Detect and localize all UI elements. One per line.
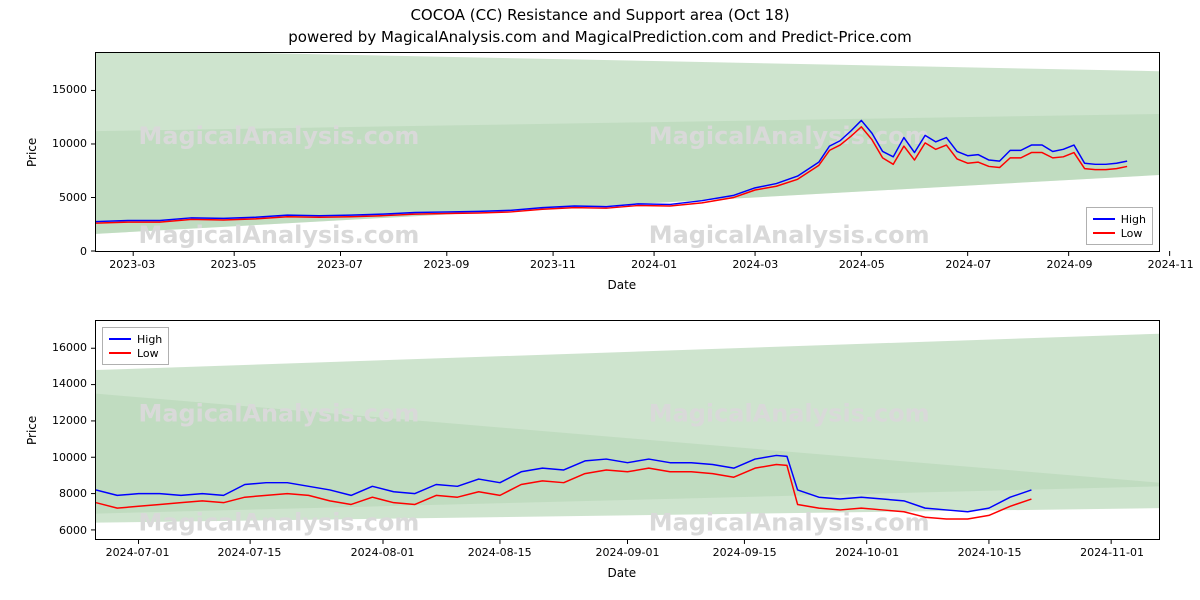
legend-high-row: High	[109, 332, 162, 346]
x-tick-label: 2024-11	[1136, 258, 1200, 271]
x-tick-label: 2023-07	[305, 258, 375, 271]
y-tick-label: 0	[35, 245, 87, 258]
chart-subtitle: powered by MagicalAnalysis.com and Magic…	[0, 28, 1200, 46]
y-tick-label: 5000	[35, 191, 87, 204]
y-tick-label: 8000	[35, 487, 87, 500]
watermark-text: MagicalAnalysis.com	[649, 508, 930, 536]
top-chart-panel: MagicalAnalysis.com MagicalAnalysis.com Ma…	[95, 52, 1160, 252]
x-tick-label: 2023-03	[97, 258, 167, 271]
top-x-axis-label: Date	[608, 278, 637, 292]
y-tick-label: 10000	[35, 451, 87, 464]
x-tick-label: 2024-07-01	[103, 546, 173, 559]
watermark-text: MagicalAnalysis.com	[139, 221, 420, 249]
chart-title: COCOA (CC) Resistance and Support area (…	[0, 6, 1200, 24]
watermark-text: MagicalAnalysis.com	[139, 508, 420, 536]
bottom-chart-panel: MagicalAnalysis.com MagicalAnalysis.com Ma…	[95, 320, 1160, 540]
y-tick-label: 12000	[35, 414, 87, 427]
x-tick-label: 2023-11	[518, 258, 588, 271]
x-tick-label: 2024-11-01	[1077, 546, 1147, 559]
x-tick-label: 2024-08-01	[348, 546, 418, 559]
legend-low-line	[109, 352, 131, 354]
watermark-text: MagicalAnalysis.com	[139, 122, 420, 150]
x-tick-label: 2024-03	[720, 258, 790, 271]
x-tick-label: 2024-10-15	[955, 546, 1025, 559]
legend-low-line	[1093, 232, 1115, 234]
x-tick-label: 2023-05	[198, 258, 268, 271]
legend-low-label: Low	[1121, 227, 1143, 240]
bottom-chart-svg: MagicalAnalysis.com MagicalAnalysis.com Ma…	[96, 321, 1159, 539]
x-tick-label: 2024-10-01	[832, 546, 902, 559]
legend-high-line	[109, 338, 131, 340]
y-tick-label: 14000	[35, 377, 87, 390]
legend-low-label: Low	[137, 347, 159, 360]
top-legend: High Low	[1086, 207, 1153, 245]
y-tick-label: 16000	[35, 341, 87, 354]
x-tick-label: 2024-07-15	[214, 546, 284, 559]
watermark-text: MagicalAnalysis.com	[649, 221, 930, 249]
x-tick-label: 2024-07	[933, 258, 1003, 271]
x-tick-label: 2024-09-15	[710, 546, 780, 559]
y-tick-label: 10000	[35, 137, 87, 150]
watermark-text: MagicalAnalysis.com	[139, 399, 420, 427]
legend-high-label: High	[1121, 213, 1146, 226]
watermark-text: MagicalAnalysis.com	[649, 122, 930, 150]
y-tick-label: 15000	[35, 83, 87, 96]
x-tick-label: 2024-09-01	[593, 546, 663, 559]
watermark-text: MagicalAnalysis.com	[649, 399, 930, 427]
bottom-legend: High Low	[102, 327, 169, 365]
y-tick-label: 6000	[35, 524, 87, 537]
legend-low-row: Low	[109, 346, 162, 360]
x-tick-label: 2024-05	[827, 258, 897, 271]
x-tick-label: 2023-09	[411, 258, 481, 271]
legend-high-label: High	[137, 333, 162, 346]
x-tick-label: 2024-09	[1034, 258, 1104, 271]
legend-high-line	[1093, 218, 1115, 220]
bottom-x-axis-label: Date	[608, 566, 637, 580]
x-tick-label: 2024-08-15	[465, 546, 535, 559]
legend-low-row: Low	[1093, 226, 1146, 240]
top-chart-svg: MagicalAnalysis.com MagicalAnalysis.com Ma…	[96, 53, 1159, 251]
legend-high-row: High	[1093, 212, 1146, 226]
x-tick-label: 2024-01	[619, 258, 689, 271]
